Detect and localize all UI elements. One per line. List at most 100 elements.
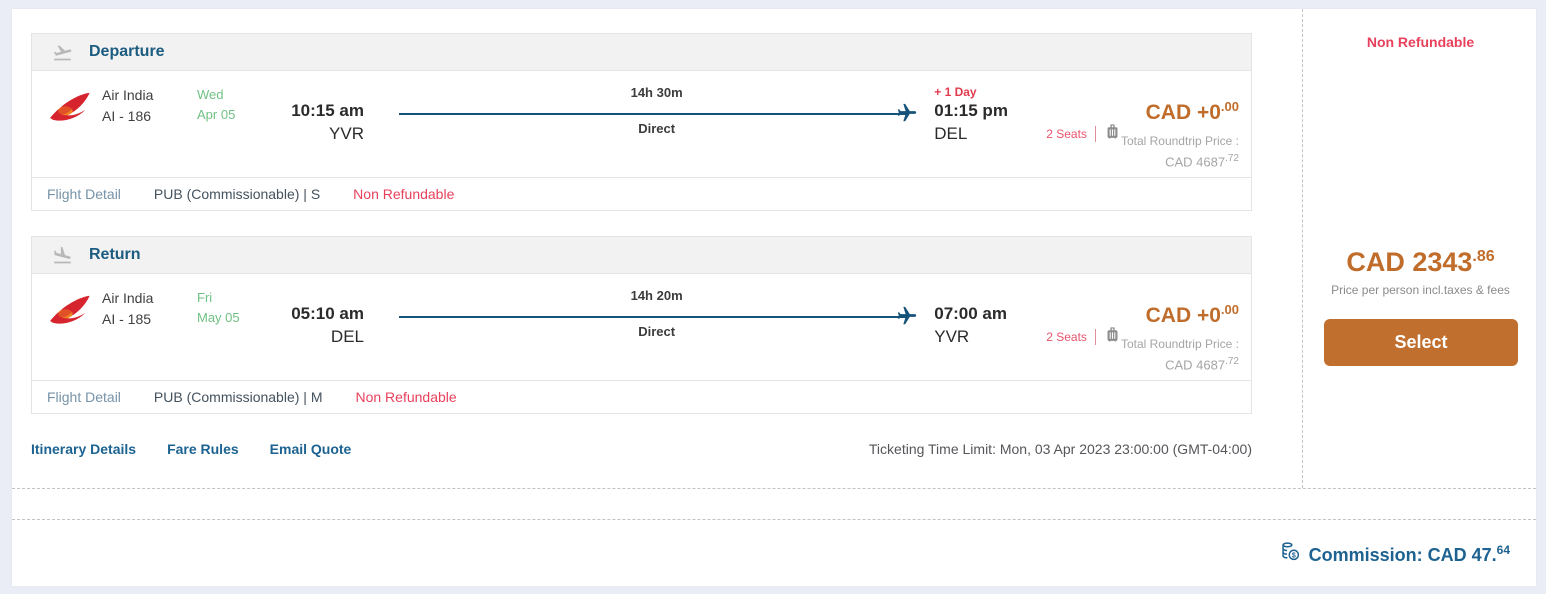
segment-price-main: CAD +0 — [1145, 101, 1221, 124]
route-line — [399, 113, 907, 115]
vertical-dashed-divider — [1302, 9, 1303, 488]
departure-time-block: 05:10 am DEL — [272, 288, 364, 349]
total-roundtrip-label: Total Roundtrip Price : — [1120, 337, 1239, 351]
flight-number: AI - 186 — [102, 108, 152, 124]
departure-time: 10:15 am — [291, 101, 364, 120]
arrival-time-block: 07:00 am YVR — [934, 288, 1026, 349]
departure-date: Wed Apr 05 — [197, 85, 272, 125]
departure-time-block: 10:15 am YVR — [272, 85, 364, 146]
fare-option-card: Departure Air India AI - 186 Wed Apr 05 … — [11, 8, 1537, 587]
horizontal-dashed-divider-top — [12, 488, 1536, 489]
footer-links: Itinerary Details Fare Rules Email Quote — [31, 441, 351, 457]
svg-text:$: $ — [1291, 552, 1295, 559]
flight-duration: 14h 20m — [630, 288, 683, 303]
total-roundtrip-price: CAD 4687.72 — [1121, 353, 1239, 373]
departure-day-offset — [272, 288, 364, 303]
total-price-cents: .72 — [1225, 153, 1239, 164]
flight-detail-link[interactable]: Flight Detail — [47, 389, 121, 405]
segment-price: CAD +0.00 — [1121, 298, 1239, 328]
refund-status: Non Refundable — [355, 389, 457, 405]
segment-price-cents: .00 — [1220, 99, 1239, 114]
coins-icon: $ — [1280, 541, 1301, 567]
plane-arrow-icon — [896, 102, 918, 129]
total-per-person-price: CAD 2343.86 — [1303, 242, 1538, 277]
airline-info: Air India AI - 185 — [102, 288, 197, 330]
return-section: Return Air India AI - 185 Fri May 05 05:… — [31, 236, 1252, 414]
seats-divider — [1094, 126, 1096, 142]
departure-day: Wed — [197, 87, 224, 102]
return-header: Return — [32, 237, 1251, 274]
segment-price: CAD +0.00 — [1121, 95, 1239, 125]
departure-section: Departure Air India AI - 186 Wed Apr 05 … — [31, 33, 1252, 211]
total-price-main: CAD 4687 — [1165, 154, 1226, 170]
price-note: Price per person incl.taxes & fees — [1331, 283, 1510, 297]
departure-title: Departure — [89, 43, 165, 60]
departure-airport-code: YVR — [329, 124, 364, 143]
luggage-icon[interactable] — [1104, 123, 1121, 145]
commission-label: Commission: CAD 47. — [1308, 544, 1497, 565]
seats-count: 2 Seats — [1046, 127, 1087, 141]
horizontal-dashed-divider-bottom — [12, 519, 1536, 520]
seats-divider — [1094, 329, 1096, 345]
seats-info: 2 Seats — [1046, 326, 1121, 348]
arrival-time-block: + 1 Day 01:15 pm DEL — [934, 85, 1026, 146]
itinerary-actions-row: Itinerary Details Fare Rules Email Quote… — [31, 435, 1252, 463]
ticketing-time-limit: Ticketing Time Limit: Mon, 03 Apr 2023 2… — [868, 441, 1252, 457]
return-detail-bar: Flight Detail PUB (Commissionable) | M N… — [32, 380, 1251, 413]
airline-name: Air India — [102, 87, 154, 103]
segment-price-cents: .00 — [1220, 302, 1239, 317]
flight-duration: 14h 30m — [630, 85, 683, 100]
total-price-main: CAD 4687 — [1165, 357, 1226, 373]
route-indicator: 14h 20m Direct — [399, 288, 917, 358]
airline-logo — [46, 91, 92, 132]
airline-logo — [46, 294, 92, 335]
stops-label: Direct — [638, 121, 676, 136]
total-roundtrip-price: CAD 4687.72 — [1121, 150, 1239, 170]
segment-price-block: CAD +0.00 Total Roundtrip Price : CAD 46… — [1121, 95, 1241, 170]
flight-number: AI - 185 — [102, 311, 152, 327]
flight-land-icon — [49, 245, 76, 266]
arrival-day-offset: + 1 Day — [934, 85, 977, 99]
flight-detail-link[interactable]: Flight Detail — [47, 186, 121, 202]
panel-price-cents: .86 — [1472, 248, 1495, 265]
return-title: Return — [89, 246, 141, 263]
arrival-airport-code: YVR — [934, 327, 970, 346]
select-button[interactable]: Select — [1324, 319, 1518, 366]
itinerary-details-link[interactable]: Itinerary Details — [31, 441, 137, 457]
commission-cents: 64 — [1496, 542, 1510, 557]
arrival-time: 07:00 am — [934, 304, 1008, 323]
segment-price-main: CAD +0 — [1145, 304, 1221, 327]
route-indicator: 14h 30m Direct — [399, 85, 917, 155]
return-flight-row: Air India AI - 185 Fri May 05 05:10 am D… — [32, 274, 1251, 380]
email-quote-link[interactable]: Email Quote — [269, 441, 352, 457]
route-line — [399, 316, 907, 318]
fare-rules-link[interactable]: Fare Rules — [167, 441, 239, 457]
return-date: Fri May 05 — [197, 288, 272, 328]
commission-bar: $ Commission: CAD 47.64 — [12, 520, 1536, 588]
seats-info: 2 Seats — [1046, 123, 1121, 145]
arrival-airport-code: DEL — [934, 124, 968, 143]
seats-count: 2 Seats — [1046, 330, 1087, 344]
departure-time: 05:10 am — [291, 304, 364, 323]
refund-status: Non Refundable — [353, 186, 455, 202]
departure-date-value: Apr 05 — [197, 107, 236, 122]
commission-amount: Commission: CAD 47.64 — [1309, 543, 1510, 566]
arrival-time: 01:15 pm — [934, 101, 1008, 120]
departure-airport-code: DEL — [330, 327, 364, 346]
flight-takeoff-icon — [49, 42, 76, 63]
panel-price-main: CAD 2343 — [1346, 247, 1473, 277]
panel-refund-status: Non Refundable — [1366, 34, 1475, 50]
panel-price-block: CAD 2343.86 Price per person incl.taxes … — [1303, 242, 1538, 297]
return-date-value: May 05 — [197, 310, 240, 325]
arrival-day-offset — [934, 288, 1026, 303]
departure-flight-row: Air India AI - 186 Wed Apr 05 10:15 am Y… — [32, 71, 1251, 177]
airline-info: Air India AI - 186 — [102, 85, 197, 127]
luggage-icon[interactable] — [1104, 326, 1121, 348]
departure-day-offset — [272, 85, 364, 100]
fare-basis: PUB (Commissionable) | M — [153, 389, 323, 405]
departure-header: Departure — [32, 34, 1251, 71]
stops-label: Direct — [638, 324, 676, 339]
plane-arrow-icon — [896, 305, 918, 332]
departure-detail-bar: Flight Detail PUB (Commissionable) | S N… — [32, 177, 1251, 210]
airline-name: Air India — [102, 290, 154, 306]
